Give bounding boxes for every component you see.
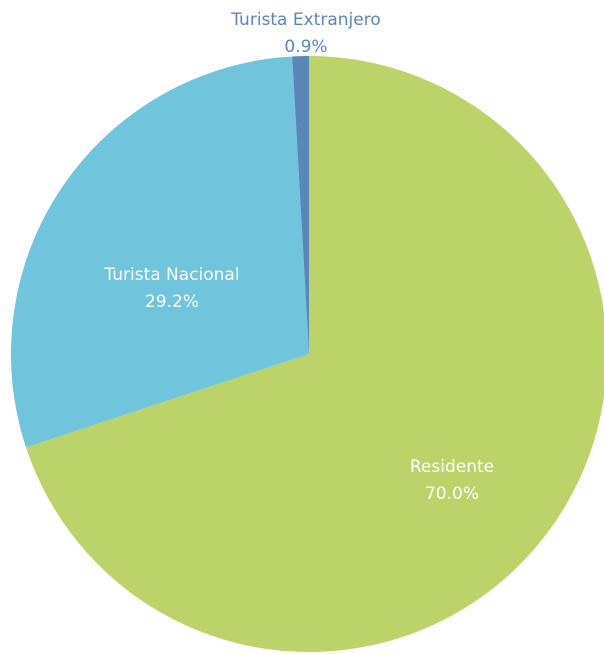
pie-label-turista-extranjero-value: 0.9%: [284, 37, 327, 57]
pie-slice-turista-nacional: [10, 56, 309, 448]
pie-labels: Residente 70.0% Turista Nacional 29.2% Turis…: [103, 10, 494, 504]
pie-label-turista-nacional-name: Turista Nacional: [103, 265, 239, 285]
pie-label-residente-value: 70.0%: [425, 484, 479, 504]
pie-label-residente-name: Residente: [410, 457, 494, 477]
pie-slices: [10, 56, 604, 652]
pie-label-turista-nacional-value: 29.2%: [145, 292, 199, 312]
pie-slice-turista-extranjero: [292, 56, 309, 354]
pie-slice-residente: [25, 56, 604, 652]
pie-label-turista-extranjero-name: Turista Extranjero: [230, 10, 380, 30]
